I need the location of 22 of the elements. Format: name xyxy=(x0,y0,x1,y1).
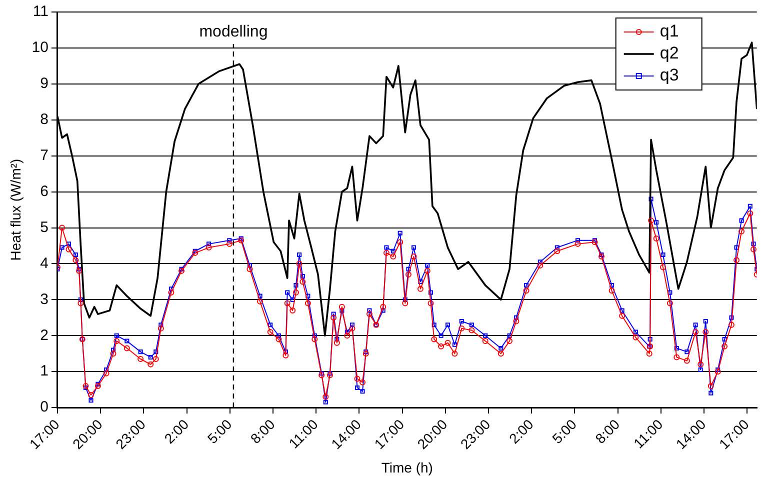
y-tick-label: 3 xyxy=(40,290,48,308)
x-axis-title: Time (h) xyxy=(381,459,433,476)
x-tick-label: 8:00 xyxy=(247,416,278,447)
legend-label: q2 xyxy=(660,44,679,63)
y-tick-label: 9 xyxy=(40,75,48,92)
x-tick-label: 5:00 xyxy=(204,416,235,447)
ref-line-label: modelling xyxy=(199,23,268,40)
legend-label: q1 xyxy=(660,22,679,41)
x-tick-label: 8:00 xyxy=(592,416,623,447)
y-axis-title: Heat flux (W/m²) xyxy=(7,158,24,261)
y-tick-label: 5 xyxy=(40,218,48,236)
y-tick-label: 0 xyxy=(40,398,48,416)
y-tick-label: 4 xyxy=(40,254,48,272)
y-tick-label: 10 xyxy=(32,39,48,56)
y-tick-label: 1 xyxy=(40,362,48,380)
y-tick-label: 2 xyxy=(40,326,48,344)
y-tick-label: 6 xyxy=(40,182,48,200)
y-tick-label: 7 xyxy=(40,146,48,164)
x-tick-label: 5:00 xyxy=(548,416,580,447)
legend-label: q3 xyxy=(660,66,679,85)
y-tick-label: 11 xyxy=(32,3,48,20)
y-tick-label: 8 xyxy=(40,111,48,128)
